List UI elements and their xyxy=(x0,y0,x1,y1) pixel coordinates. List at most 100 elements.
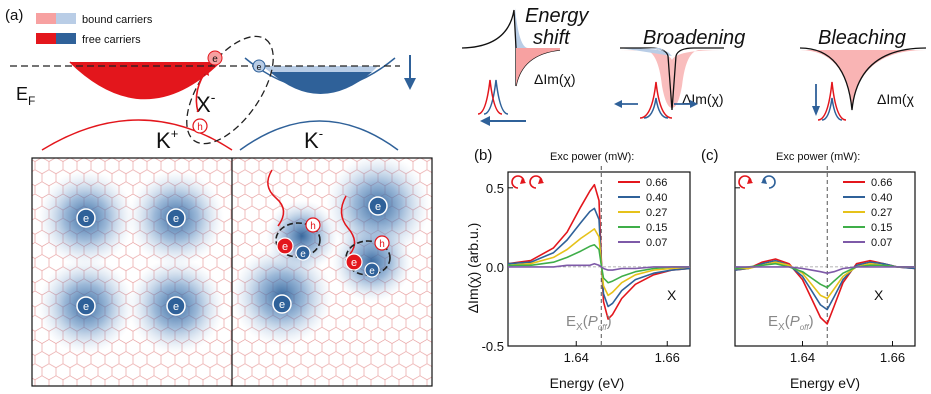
plot-b-xlabel: Energy (eV) xyxy=(550,375,625,391)
plot-b-circular-arrows xyxy=(511,175,544,189)
trion-hole xyxy=(305,217,321,233)
svg-text:e: e xyxy=(300,249,306,260)
svg-text:e: e xyxy=(279,299,285,311)
plot-b-legend: 0.66 0.40 0.27 0.15 0.07 xyxy=(618,177,667,249)
plot-c-series xyxy=(734,258,916,325)
band-diagram: EF X- e e h K+ K- xyxy=(10,35,416,153)
plot-c-x-marker: X xyxy=(874,287,884,303)
bleaching-peak-blue xyxy=(821,97,843,121)
electron xyxy=(272,294,292,314)
schematic-broadening-title: Broadening xyxy=(643,27,745,49)
k-minus-valence-band xyxy=(239,120,399,151)
legend-label: 0.07 xyxy=(646,237,667,249)
sigma-plus-icon xyxy=(529,175,543,189)
y-tick-label: 0.0 xyxy=(486,260,504,275)
svg-text:e: e xyxy=(351,257,357,269)
trion-bound-electron xyxy=(364,262,380,278)
schematic-bleaching-title: Bleaching xyxy=(818,27,906,49)
svg-text:e: e xyxy=(369,266,375,277)
svg-text:h: h xyxy=(379,239,385,250)
fermi-level-label: EF xyxy=(16,84,35,108)
legend-label: 0.27 xyxy=(646,207,667,219)
x-tick-label: 1.66 xyxy=(655,350,680,365)
sigma-minus-icon xyxy=(762,175,776,189)
schematic-energy-shift: Energy shift ΔIm(χ) xyxy=(461,5,589,126)
broadening-fill xyxy=(620,50,724,108)
schematic-energy-ylabel: ΔIm(χ) xyxy=(534,71,576,87)
legend-label: 0.66 xyxy=(646,177,667,189)
legend-label: 0.40 xyxy=(646,192,667,204)
legend-label: 0.15 xyxy=(646,222,667,234)
excitation-arrow-head xyxy=(202,68,209,76)
legend-label: 0.40 xyxy=(871,192,892,204)
plot-c-label: (c) xyxy=(701,147,719,164)
plot-c-legend: 0.66 0.40 0.27 0.15 0.07 xyxy=(843,177,892,249)
plot-b: (b) Exc power (mW): 1.64 1.66 -0.5 0.0 0.5 0… xyxy=(465,147,691,391)
fermi-shift-arrow-head xyxy=(404,78,416,90)
trion-dashed-ellipse xyxy=(186,35,274,145)
k-minus-bound-electrons xyxy=(262,66,378,72)
bound-electron-k-plus xyxy=(207,50,223,66)
schematic-broadening: Broadening ΔIm(χ) xyxy=(614,27,745,119)
broadening-peak-blue xyxy=(643,97,669,119)
x-tick-label: 1.66 xyxy=(880,350,905,365)
plot-c-legend-title: Exc power (mW): xyxy=(776,151,860,163)
x-tick-label: 1.64 xyxy=(564,350,589,365)
legend-label: 0.66 xyxy=(871,177,892,189)
trion-bound-electron xyxy=(295,245,311,261)
shift-positive-lobe xyxy=(462,8,528,48)
bleaching-fill xyxy=(800,50,926,110)
plot-b-axes: 1.64 1.66 -0.5 0.0 0.5 xyxy=(482,166,691,365)
plot-b-ylabel: ΔIm(χ) (arb.u.) xyxy=(465,223,481,314)
panel-a-label: (a) xyxy=(5,7,23,24)
svg-text:h: h xyxy=(197,122,203,133)
y-tick-label: 0.5 xyxy=(486,181,504,196)
plot-c-circular-arrows xyxy=(738,175,776,189)
k-minus-label: K- xyxy=(304,126,323,153)
broadening-peak-red xyxy=(639,81,673,119)
bleaching-curve xyxy=(799,47,927,111)
shift-peak-red xyxy=(477,79,503,115)
k-plus-label: K+ xyxy=(156,126,178,153)
shift-negative-lobe xyxy=(516,48,560,86)
panel-a: (a) bound carriers free carriers EF xyxy=(5,7,433,387)
series-line-0.07 xyxy=(735,266,915,275)
plot-c-xlabel: Energy eV) xyxy=(790,375,860,391)
shift-peak-blue xyxy=(483,79,509,115)
shift-arrow-head xyxy=(480,116,490,126)
svg-text:e: e xyxy=(282,241,288,253)
plot-b-x-marker: X xyxy=(667,287,677,303)
electron xyxy=(76,208,96,228)
free-carriers-label: free carriers xyxy=(82,34,141,46)
schematic-energy-title-2: shift xyxy=(533,27,571,49)
svg-text:e: e xyxy=(83,301,89,313)
schematic-bleaching: Bleaching ΔIm(χ xyxy=(799,27,927,121)
free-swatch-blue xyxy=(56,33,76,44)
svg-text:e: e xyxy=(212,54,218,65)
plot-b-legend-title: Exc power (mW): xyxy=(550,151,634,163)
electron-cloud xyxy=(332,222,412,302)
free-swatch-red xyxy=(36,33,56,44)
y-tick-label: -0.5 xyxy=(482,339,504,354)
series-line-0.40 xyxy=(734,259,916,311)
lattice-left-electron-clouds xyxy=(38,170,224,354)
plot-frame xyxy=(734,171,916,347)
bound-carriers-label: bound carriers xyxy=(82,14,153,26)
plot-b-ex-label: EX(Poff) xyxy=(566,313,612,333)
trion-electron xyxy=(345,253,363,271)
svg-text:e: e xyxy=(83,213,89,225)
k-plus-valence-band xyxy=(41,119,233,151)
electron xyxy=(368,196,388,216)
sigma-plus-icon xyxy=(738,175,752,189)
trion-label: X- xyxy=(196,89,216,117)
bound-electron-k-minus xyxy=(252,59,266,73)
hole-k-plus xyxy=(192,118,208,134)
bound-swatch-red xyxy=(36,13,56,24)
legend-label: 0.15 xyxy=(871,222,892,234)
k-minus-free-electrons xyxy=(270,72,372,94)
photon-wave xyxy=(340,195,356,255)
bound-swatch-blue xyxy=(56,13,76,24)
carrier-legend: bound carriers free carriers xyxy=(36,13,153,46)
plot-b-label: (b) xyxy=(474,147,492,164)
